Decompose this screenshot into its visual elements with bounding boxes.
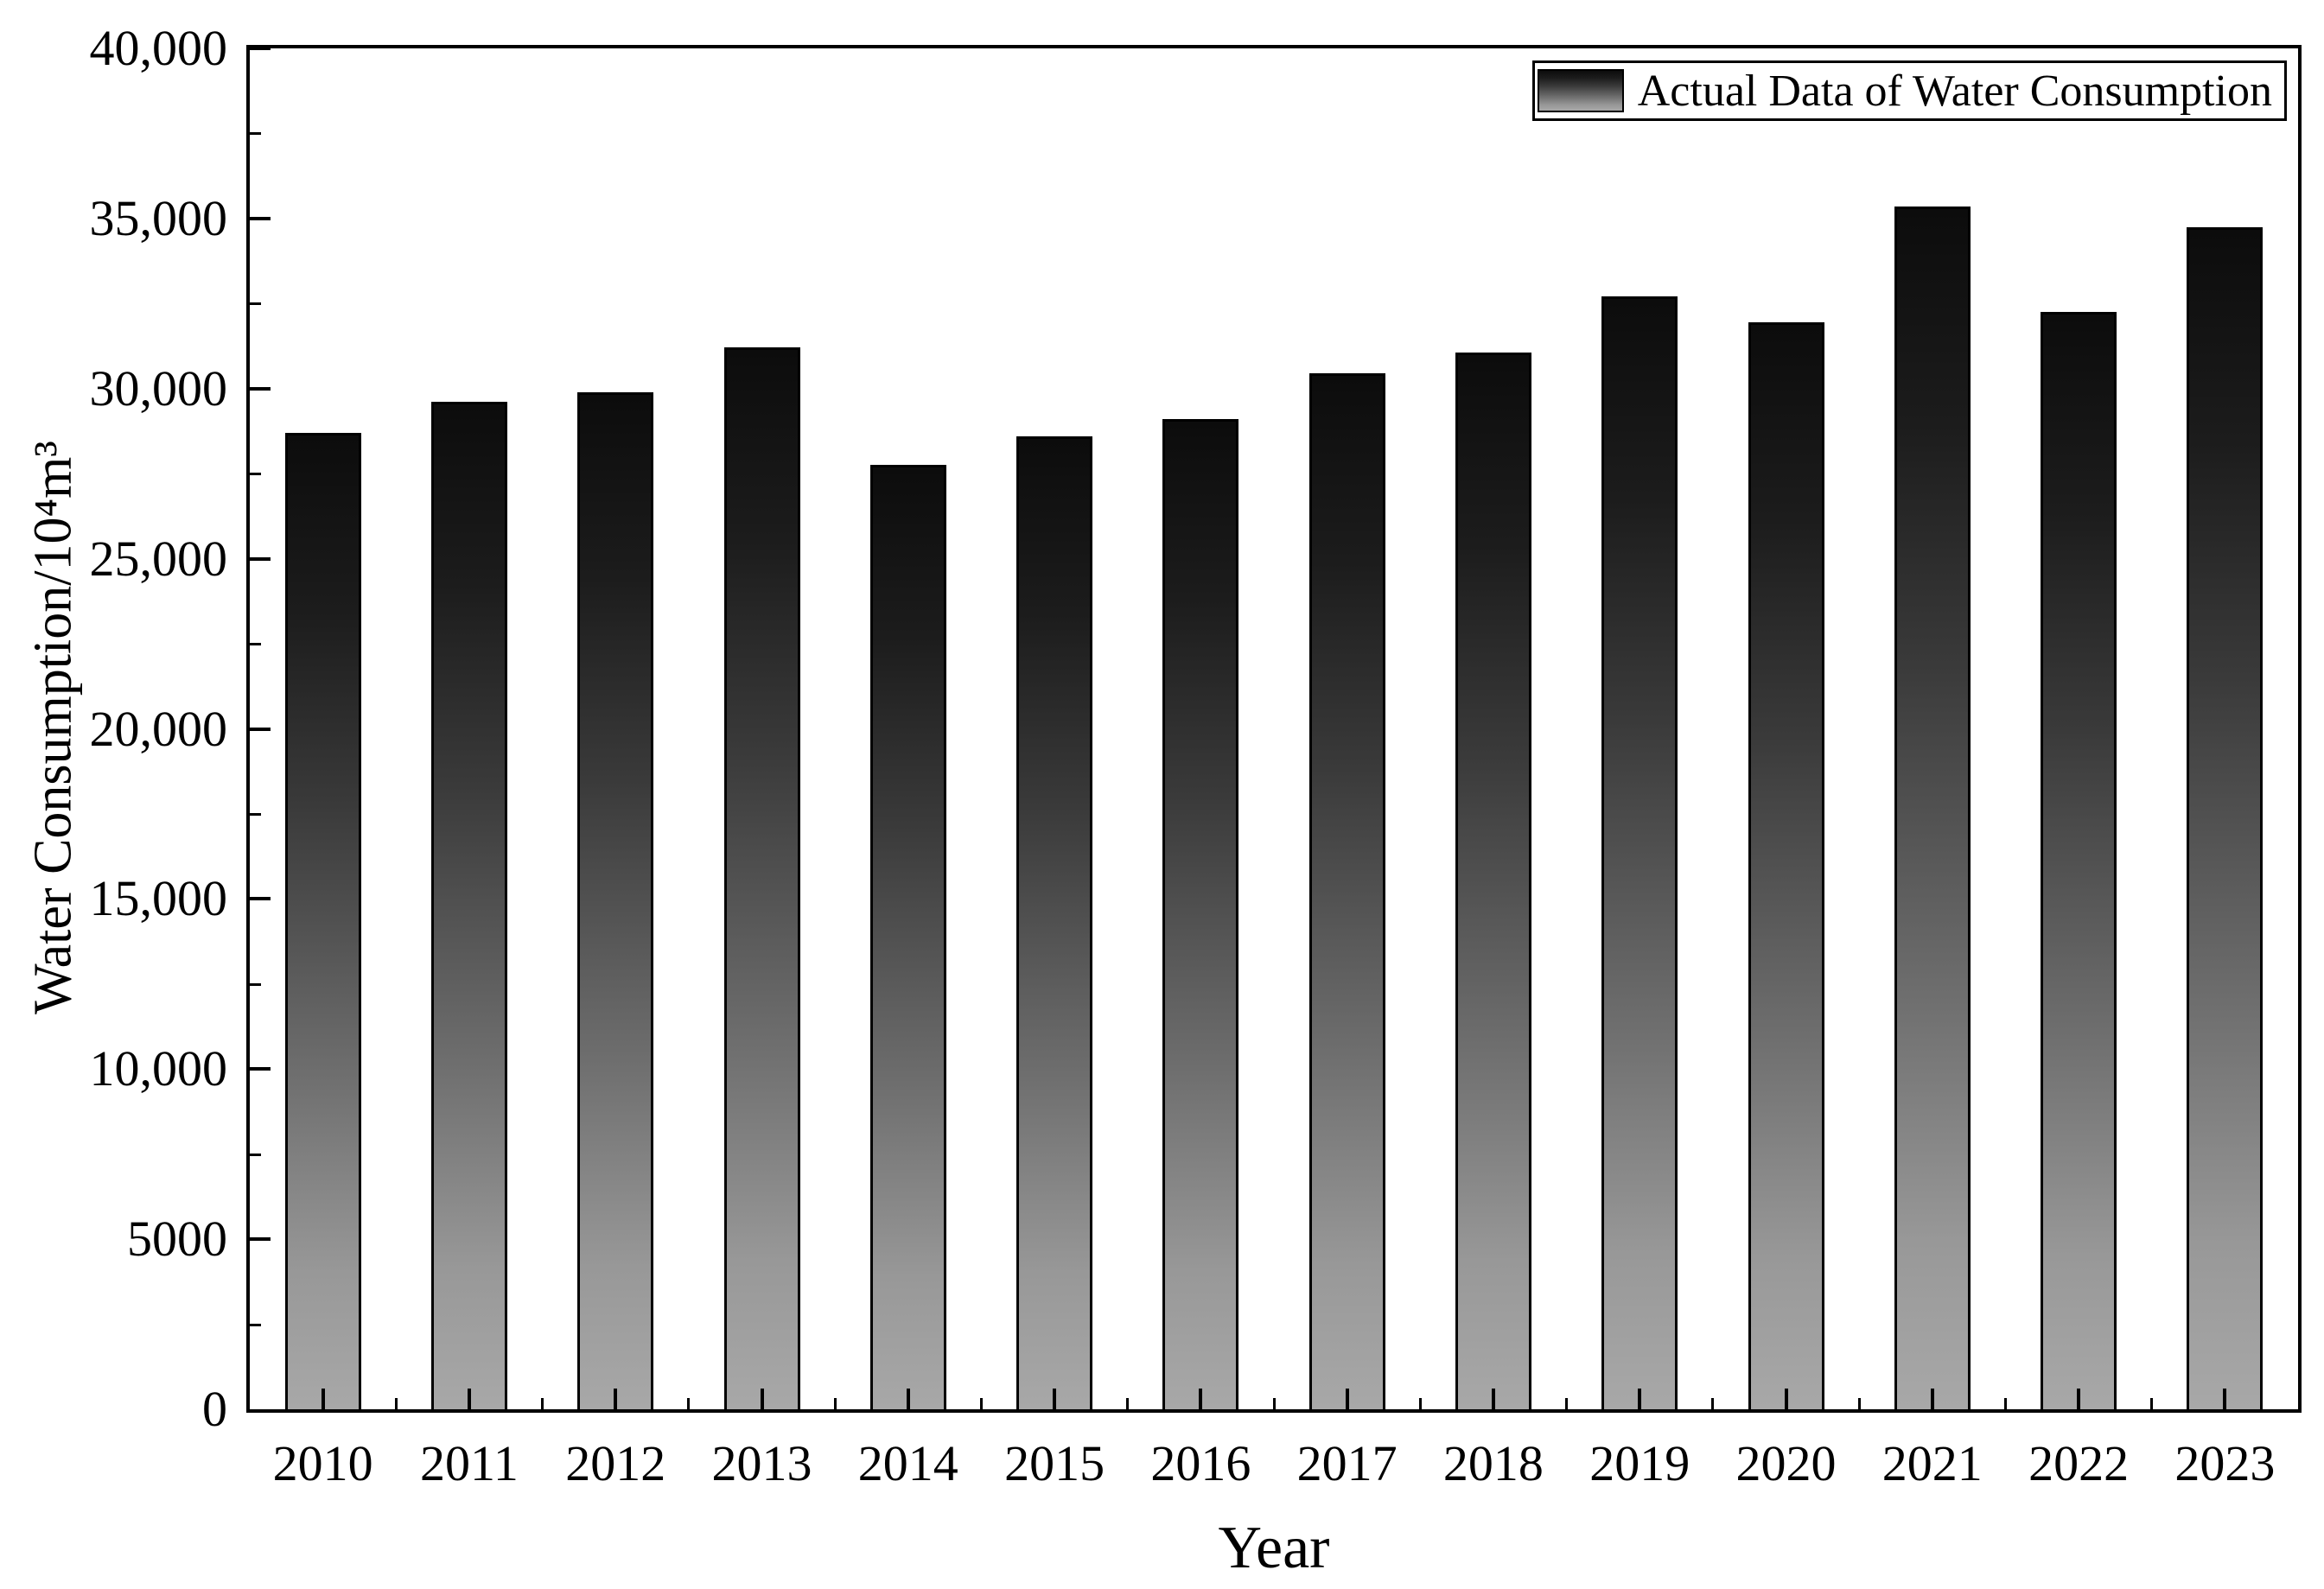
x-tick-label: 2015: [1004, 1435, 1105, 1491]
bar-2011: [430, 402, 507, 1409]
x-minor-tick: [2150, 1398, 2154, 1409]
x-tick-label: 2022: [2028, 1435, 2130, 1491]
bar-2021: [1894, 207, 1971, 1409]
legend-swatch: [1537, 69, 1624, 112]
x-tick-label: 2016: [1150, 1435, 1251, 1491]
y-major-tick: [250, 47, 271, 50]
x-tick-label: 2010: [272, 1435, 373, 1491]
legend-label: Actual Data of Water Consumption: [1637, 66, 2272, 116]
x-major-tick: [1345, 1389, 1349, 1409]
bar-2020: [1748, 322, 1824, 1409]
y-minor-tick: [250, 1323, 261, 1326]
y-tick-label: 15,000: [89, 870, 228, 927]
y-major-tick: [250, 1237, 271, 1242]
x-major-tick: [760, 1389, 764, 1409]
x-tick-label: 2018: [1442, 1435, 1544, 1491]
x-tick-label: 2012: [565, 1435, 666, 1491]
y-major-tick: [250, 1067, 271, 1071]
y-major-tick: [250, 386, 271, 391]
x-major-tick: [321, 1389, 325, 1409]
bar-2022: [2041, 312, 2117, 1409]
x-major-tick: [1784, 1389, 1788, 1409]
x-minor-tick: [1272, 1398, 1276, 1409]
y-major-tick: [250, 556, 271, 561]
y-tick-label: 30,000: [89, 359, 228, 416]
x-minor-tick: [1418, 1398, 1422, 1409]
x-tick-label: 2023: [2174, 1435, 2276, 1491]
y-minor-tick: [250, 473, 261, 476]
x-minor-tick: [1126, 1398, 1130, 1409]
x-major-tick: [1199, 1389, 1203, 1409]
x-tick-label: 2020: [1735, 1435, 1837, 1491]
x-minor-tick: [2003, 1398, 2007, 1409]
y-major-tick: [250, 897, 271, 901]
x-tick-label: 2021: [1881, 1435, 1983, 1491]
x-minor-tick: [979, 1398, 983, 1409]
x-major-tick: [2223, 1389, 2227, 1409]
bar-2018: [1455, 353, 1531, 1409]
y-tick-label: 40,000: [89, 20, 228, 76]
x-minor-tick: [687, 1398, 691, 1409]
y-minor-tick: [250, 302, 261, 306]
x-minor-tick: [541, 1398, 544, 1409]
x-axis-title: Year: [1218, 1515, 1330, 1581]
y-tick-label: 10,000: [89, 1040, 228, 1097]
x-major-tick: [1638, 1389, 1642, 1409]
legend: Actual Data of Water Consumption: [1531, 60, 2287, 121]
x-minor-tick: [1857, 1398, 1861, 1409]
x-major-tick: [467, 1389, 471, 1409]
x-tick-label: 2017: [1296, 1435, 1398, 1491]
y-tick-label: 25,000: [89, 530, 228, 587]
y-tick-label: 0: [202, 1381, 227, 1437]
y-tick-label: 20,000: [89, 700, 228, 757]
x-minor-tick: [1565, 1398, 1569, 1409]
x-minor-tick: [833, 1398, 837, 1409]
x-major-tick: [614, 1389, 618, 1409]
y-tick-label: 5000: [127, 1211, 227, 1268]
bar-2016: [1162, 419, 1239, 1409]
bar-2013: [723, 347, 800, 1409]
y-axis-title: Water Consumption/10⁴m³: [23, 441, 83, 1014]
x-major-tick: [1491, 1389, 1495, 1409]
x-major-tick: [906, 1389, 910, 1409]
y-minor-tick: [250, 1153, 261, 1156]
bar-2014: [869, 465, 946, 1409]
bar-2017: [1308, 373, 1385, 1409]
x-major-tick: [1053, 1389, 1057, 1409]
x-tick-label: 2014: [857, 1435, 958, 1491]
bar-2015: [1016, 436, 1093, 1409]
y-minor-tick: [250, 982, 261, 986]
y-tick-label: 35,000: [89, 189, 228, 246]
bar-2010: [284, 433, 361, 1409]
y-major-tick: [250, 216, 271, 220]
x-tick-label: 2011: [419, 1435, 519, 1491]
bar-2019: [1601, 296, 1678, 1409]
x-major-tick: [1930, 1389, 1934, 1409]
bar-2012: [577, 392, 654, 1409]
bar-2023: [2187, 227, 2264, 1409]
x-minor-tick: [394, 1398, 398, 1409]
x-minor-tick: [1711, 1398, 1715, 1409]
y-minor-tick: [250, 643, 261, 646]
x-tick-label: 2013: [711, 1435, 812, 1491]
x-major-tick: [2077, 1389, 2081, 1409]
y-minor-tick: [250, 132, 261, 136]
y-minor-tick: [250, 812, 261, 816]
x-tick-label: 2019: [1589, 1435, 1690, 1491]
plot-area: [246, 45, 2302, 1413]
y-major-tick: [250, 727, 271, 731]
